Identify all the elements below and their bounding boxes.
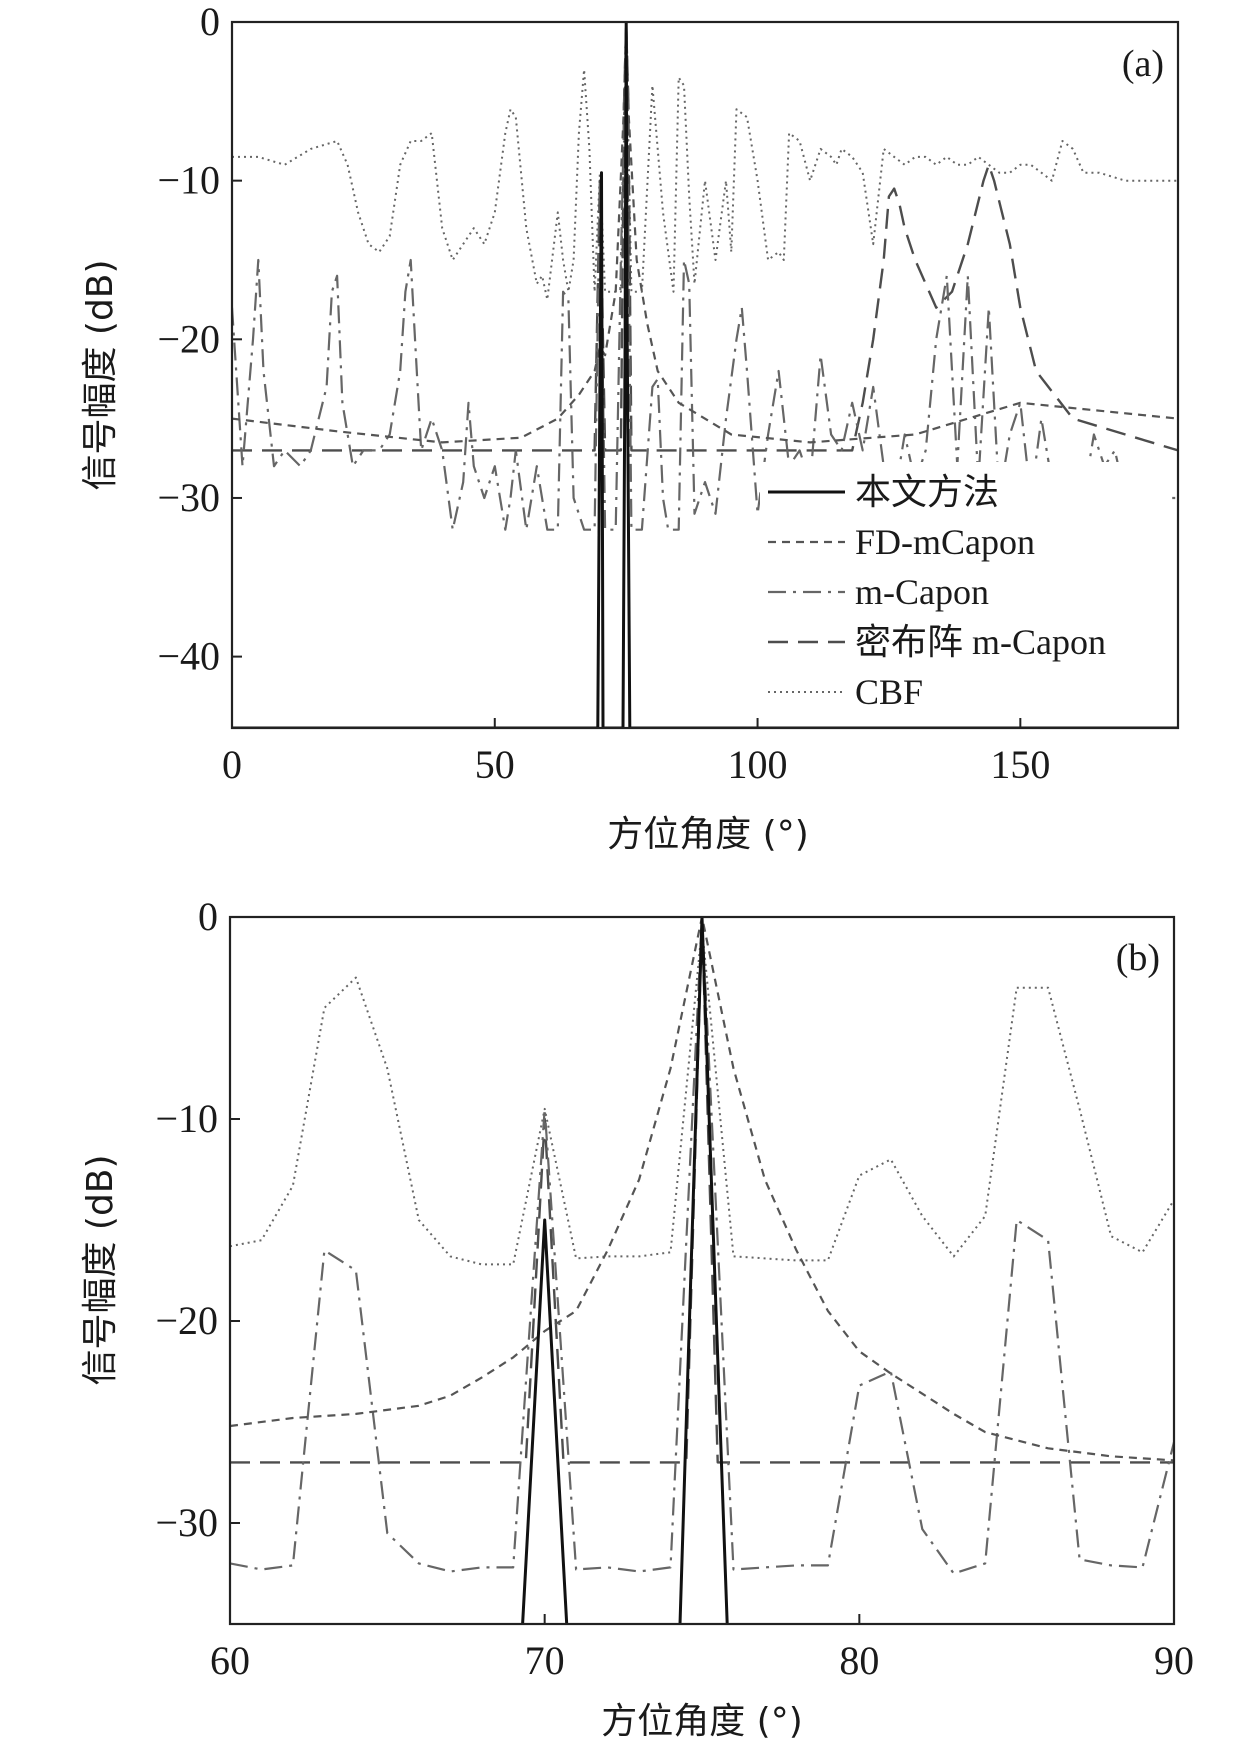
legend-entry-label: FD-mCapon: [855, 522, 1035, 562]
panel-b-series-line-0-seg-1: [678, 917, 729, 1624]
x-tick-label: 80: [839, 1638, 879, 1683]
panel-a-series-line-1: [232, 22, 1178, 444]
x-tick-label: 90: [1154, 1638, 1194, 1683]
panel-a-y-axis-title: 信号幅度 (dB): [80, 259, 121, 490]
legend-entry-label: 密布阵 m-Capon: [855, 622, 1106, 662]
panel-b-ticks: 60 70 80 90 0 −10 −20 −30: [155, 894, 1194, 1683]
x-tick-label: 0: [222, 742, 242, 787]
panel-a-plot-area: [232, 22, 1178, 728]
y-tick-label: −40: [157, 634, 220, 679]
panel-a-ticks: 0 50 100 150 0 −10 −20 −30 −40: [157, 0, 1050, 787]
panel-a-label: (a): [1122, 43, 1164, 85]
legend-entry-label: CBF: [855, 672, 923, 712]
y-tick-label: −10: [157, 158, 220, 203]
legend-background: [760, 462, 1172, 718]
legend-entry-label: 本文方法: [855, 472, 999, 512]
panel-a-series-line-3: [232, 22, 1178, 452]
panel-b-frame: [228, 915, 1176, 1626]
legend-entry-label: m-Capon: [855, 572, 989, 612]
panel-a-x-axis-title: 方位角度 (°): [607, 814, 809, 855]
panel-a-chart: 0 50 100 150 0 −10 −20 −30 −40 (a) 方位角度 (°) 信号幅度…: [80, 0, 1180, 855]
panel-b-series-line-2: [230, 917, 1174, 1575]
x-tick-label: 60: [210, 1638, 250, 1683]
panel-b-series-line-3: [230, 917, 1174, 1464]
y-tick-label: 0: [200, 0, 220, 44]
x-tick-label: 150: [990, 742, 1050, 787]
x-tick-label: 50: [475, 742, 515, 787]
y-tick-label: −30: [157, 475, 220, 520]
panel-a-frame: [230, 20, 1180, 730]
panel-b-chart: 60 70 80 90 0 −10 −20 −30 (b) 方位角度 (°) 信号幅度 (dB…: [80, 894, 1194, 1742]
panel-b-y-axis-title: 信号幅度 (dB): [80, 1154, 121, 1385]
panel-b-label: (b): [1116, 937, 1160, 979]
panel-b-plot-area: [230, 917, 1174, 1624]
y-tick-label: −10: [155, 1096, 218, 1141]
panel-b-series-line-1: [230, 917, 1174, 1462]
y-tick-label: −20: [155, 1298, 218, 1343]
y-tick-label: −20: [157, 316, 220, 361]
y-tick-label: −30: [155, 1500, 218, 1545]
panel-b-series-line-4: [230, 926, 1174, 1266]
x-tick-label: 100: [728, 742, 788, 787]
x-tick-label: 70: [525, 1638, 565, 1683]
panel-a-series-line-0: [232, 22, 1178, 728]
panel-b-x-axis-title: 方位角度 (°): [601, 1701, 803, 1742]
panel-a-series-line-4: [232, 28, 1178, 301]
panel-b-series-line-0-seg-0: [521, 1218, 569, 1624]
panel-a-legend: 本文方法 FD-mCapon m-Capon 密布阵 m-Capon CBF: [760, 462, 1172, 718]
y-tick-label: 0: [198, 894, 218, 939]
panel-a-series-line-2: [232, 22, 1178, 531]
